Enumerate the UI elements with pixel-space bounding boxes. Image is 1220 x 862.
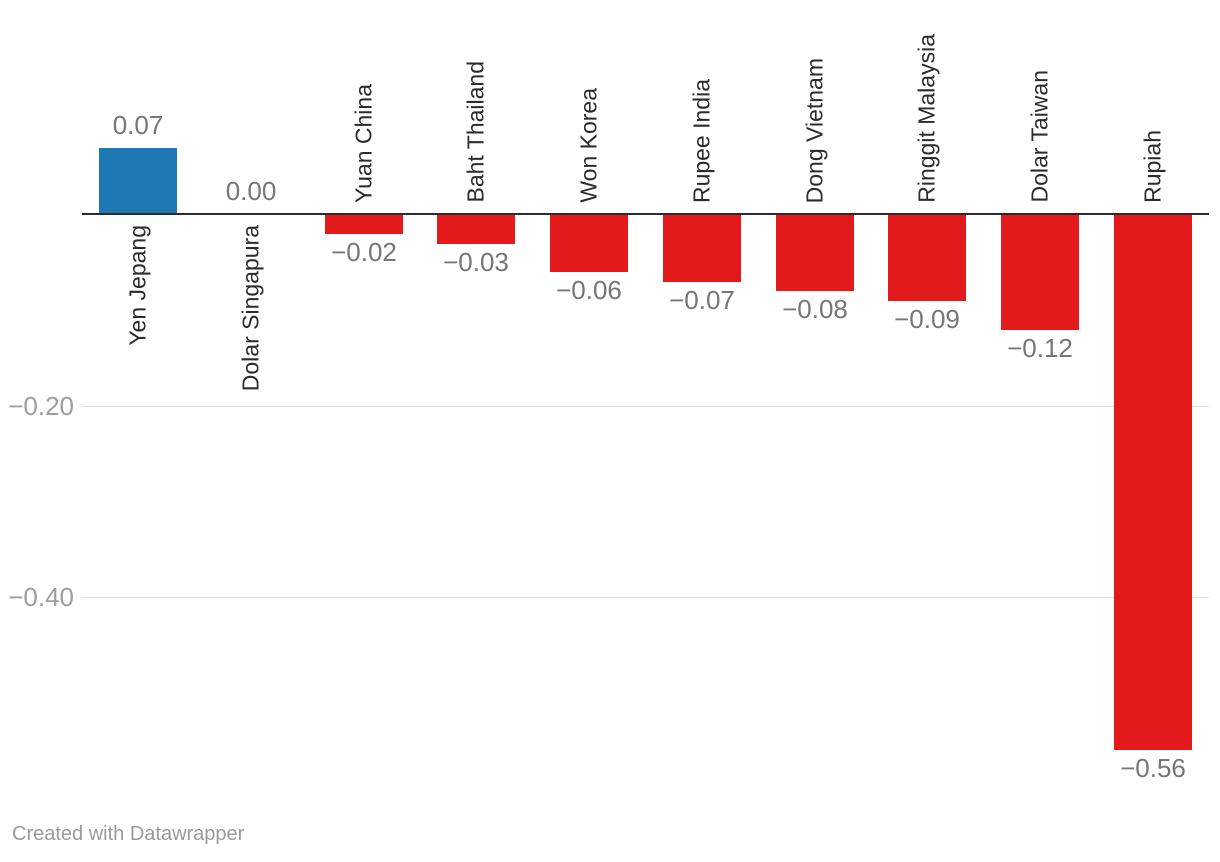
- gridline--0-40: [82, 597, 1209, 598]
- category-label-yuan-china: Yuan China: [350, 84, 377, 203]
- bar-yen-jepang: [99, 148, 177, 215]
- value-label-dolar-singapura: 0.00: [225, 176, 277, 206]
- value-label-ringgit-malaysia: −0.09: [894, 304, 960, 334]
- value-label-rupee-india: −0.07: [669, 285, 735, 315]
- value-label-dolar-taiwan: −0.12: [1007, 333, 1073, 363]
- value-label-rupiah: −0.56: [1120, 753, 1186, 783]
- gridline--0-20: [82, 406, 1209, 407]
- category-label-rupee-india: Rupee India: [688, 78, 715, 203]
- category-label-rupiah: Rupiah: [1139, 130, 1166, 203]
- value-label-won-korea: −0.06: [556, 275, 622, 305]
- category-label-won-korea: Won Korea: [575, 88, 602, 203]
- value-label-yuan-china: −0.02: [331, 237, 397, 267]
- value-label-yen-jepang: 0.07: [112, 110, 164, 140]
- zero-baseline: [82, 213, 1209, 215]
- bar-won-korea: [550, 215, 628, 272]
- datawrapper-credit-link[interactable]: Created with Datawrapper: [12, 823, 245, 845]
- y-axis-tick-label: −0.20: [8, 391, 74, 421]
- category-label-ringgit-malaysia: Ringgit Malaysia: [913, 34, 940, 203]
- category-label-yen-jepang: Yen Jepang: [124, 225, 151, 346]
- value-label-dong-vietnam: −0.08: [782, 294, 848, 324]
- category-label-baht-thailand: Baht Thailand: [462, 61, 489, 203]
- category-label-dolar-taiwan: Dolar Taiwan: [1026, 70, 1053, 203]
- bar-dolar-taiwan: [1001, 215, 1079, 330]
- bar-rupiah: [1114, 215, 1192, 750]
- bar-yuan-china: [325, 215, 403, 234]
- category-label-dong-vietnam: Dong Vietnam: [801, 57, 828, 203]
- bar-rupee-india: [663, 215, 741, 282]
- y-axis-tick-label: −0.40: [8, 582, 74, 612]
- category-label-dolar-singapura: Dolar Singapura: [237, 225, 264, 392]
- bar-ringgit-malaysia: [888, 215, 966, 301]
- bar-dong-vietnam: [776, 215, 854, 291]
- value-label-baht-thailand: −0.03: [443, 247, 509, 277]
- bar-baht-thailand: [437, 215, 515, 244]
